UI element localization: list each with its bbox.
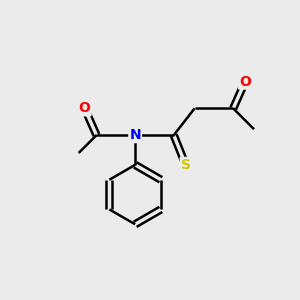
Text: S: S (181, 158, 191, 172)
Text: O: O (79, 101, 91, 116)
Text: O: O (239, 75, 251, 88)
Text: N: N (129, 128, 141, 142)
